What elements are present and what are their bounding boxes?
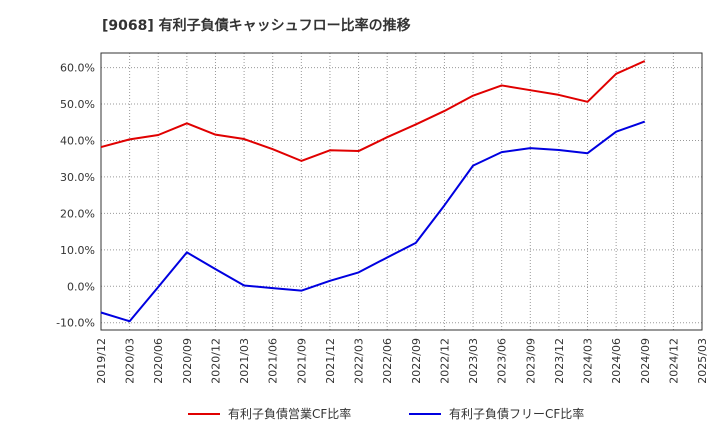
- legend: 有利子負債営業CF比率 有利子負債フリーCF比率: [188, 406, 584, 421]
- chart-title: [9068] 有利子負債キャッシュフロー比率の推移: [102, 17, 411, 34]
- x-tick-label: 2024/03: [582, 338, 595, 384]
- x-tick-label: 2021/12: [324, 338, 337, 384]
- y-tick-label: 0.0%: [67, 280, 95, 293]
- x-tick-label: 2020/09: [181, 338, 194, 384]
- x-tick-label: 2023/12: [553, 338, 566, 384]
- y-tick-label: 60.0%: [60, 62, 95, 75]
- x-tick-label: 2023/03: [467, 338, 480, 384]
- x-tick-label: 2022/09: [410, 338, 423, 384]
- plot-area-frame: [100, 52, 703, 331]
- y-tick-label: 10.0%: [60, 244, 95, 257]
- x-tick-label: 2024/09: [639, 338, 652, 384]
- x-tick-label: 2024/12: [667, 338, 680, 384]
- y-tick-label: 30.0%: [60, 171, 95, 184]
- x-tick-label: 2020/06: [152, 338, 165, 384]
- y-tick-label: 20.0%: [60, 207, 95, 220]
- series-lines: [100, 60, 646, 323]
- x-axis-ticks: 2019/12 2020/03 2020/06 2020/09 2020/12 2021/…: [95, 338, 709, 384]
- x-tick-label: 2020/12: [209, 338, 222, 384]
- y-tick-label: 50.0%: [60, 98, 95, 111]
- series-line-2: [100, 120, 646, 323]
- y-tick-label: 40.0%: [60, 134, 95, 147]
- x-tick-label: 2024/06: [610, 338, 623, 384]
- x-tick-label: 2022/03: [353, 338, 366, 384]
- x-tick-label: 2023/09: [524, 338, 537, 384]
- y-axis-ticks: -10.0% 0.0% 10.0% 20.0% 30.0% 40.0% 50.0% 60.0%: [56, 62, 95, 330]
- y-tick-label: -10.0%: [56, 317, 95, 330]
- legend-label-2: 有利子負債フリーCF比率: [449, 406, 584, 421]
- x-tick-label: 2020/03: [124, 338, 137, 384]
- x-tick-label: 2021/03: [238, 338, 251, 384]
- series-line-1: [100, 60, 646, 162]
- x-tick-label: 2019/12: [95, 338, 108, 384]
- x-tick-label: 2021/06: [267, 338, 280, 384]
- x-tick-label: 2022/12: [438, 338, 451, 384]
- x-tick-label: 2022/06: [381, 338, 394, 384]
- legend-label-1: 有利子負債営業CF比率: [228, 406, 351, 421]
- x-tick-label: 2023/06: [496, 338, 509, 384]
- x-tick-label: 2021/09: [295, 338, 308, 384]
- grid-lines: [101, 53, 702, 330]
- x-tick-label: 2025/03: [696, 338, 709, 384]
